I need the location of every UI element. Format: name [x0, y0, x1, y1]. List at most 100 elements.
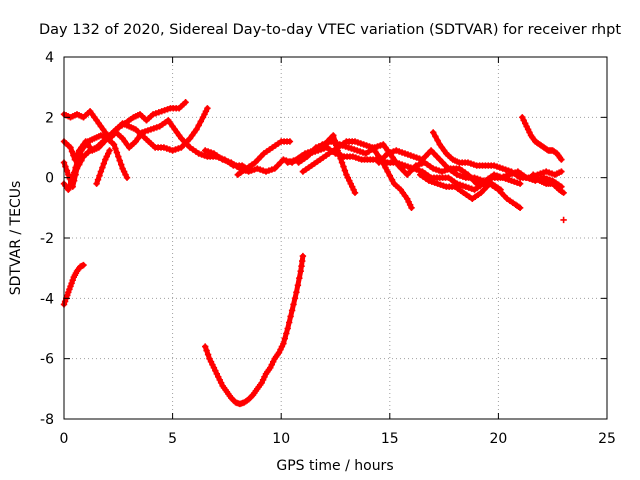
data-point [96, 172, 103, 179]
x-tick-label: 5 [168, 431, 177, 447]
data-point [73, 159, 81, 166]
x-tick-label: 25 [598, 431, 616, 447]
data-point [369, 144, 376, 151]
series-arc6 [60, 261, 87, 308]
data-point [99, 164, 106, 171]
data-point [386, 172, 393, 179]
data-point [110, 141, 118, 148]
data-point [118, 161, 125, 168]
x-tick-label: 20 [489, 431, 507, 447]
data-point [80, 261, 87, 269]
y-tick-label: -4 [40, 291, 54, 307]
data-point [560, 189, 567, 196]
data-point [65, 186, 72, 193]
data-point [93, 180, 100, 187]
ticks: 0 5 10 15 20 25 -8 -6 -4 -2 0 2 4 [40, 50, 616, 447]
data-point [340, 163, 347, 170]
series-arc16 [519, 114, 565, 163]
data-point [375, 152, 382, 159]
data-point [204, 351, 212, 358]
data-point [69, 277, 76, 284]
x-tick-label: 15 [381, 431, 399, 447]
data-point [69, 174, 76, 181]
data-point [72, 164, 79, 171]
data-point [290, 301, 297, 308]
data-point [351, 189, 359, 196]
data-point [67, 283, 74, 290]
data-point [202, 343, 209, 350]
data-point [65, 289, 72, 296]
data-point [341, 167, 349, 174]
data-point [389, 154, 396, 161]
data-point [66, 182, 73, 189]
series-arc5 [93, 147, 113, 187]
data-point [388, 176, 396, 183]
data-point [299, 252, 307, 260]
series-arc7 [202, 252, 307, 408]
data-point [66, 286, 73, 293]
data-point [68, 280, 75, 287]
data-point [337, 155, 344, 162]
data-point [331, 137, 338, 144]
data-point [106, 147, 113, 154]
data-point [63, 167, 71, 174]
y-tick-label: -2 [40, 231, 54, 247]
series-arc11 [295, 132, 359, 196]
x-tick-label: 0 [60, 431, 69, 447]
data-point [558, 156, 565, 163]
data-point [283, 330, 290, 337]
data-point [75, 155, 82, 162]
data-point [97, 168, 105, 175]
series-arc14 [430, 129, 565, 181]
data-point [281, 335, 288, 342]
data-point [516, 180, 524, 187]
data-point [197, 118, 204, 125]
data-point [286, 138, 294, 145]
data-point [293, 289, 300, 296]
y-tick-label: 0 [45, 171, 54, 187]
data-point [288, 307, 296, 314]
data-point [62, 163, 69, 170]
series-arc18 [560, 216, 567, 224]
data-point [113, 149, 121, 156]
data-point [195, 122, 202, 129]
data-point [70, 169, 78, 176]
series-arc15 [417, 171, 524, 211]
data-point [392, 158, 399, 165]
data-point [296, 275, 303, 282]
data-point [291, 295, 299, 302]
data-point [286, 319, 293, 326]
data-point [67, 144, 74, 151]
data-point [372, 148, 379, 155]
data-point [61, 298, 69, 305]
chart-title: Day 132 of 2020, Sidereal Day-to-day VTE… [39, 22, 621, 38]
y-tick-label: 4 [45, 50, 54, 66]
data-point [64, 292, 71, 299]
data-point [382, 164, 389, 171]
data-points [60, 99, 567, 408]
y-tick-label: -6 [40, 352, 54, 368]
data-point [76, 151, 84, 158]
data-point [330, 132, 337, 139]
data-point [558, 168, 565, 175]
y-tick-label: -8 [40, 412, 54, 428]
data-point [203, 347, 210, 354]
series-arc17 [530, 171, 567, 196]
data-point [193, 126, 200, 133]
grid [64, 57, 607, 419]
data-point [100, 160, 107, 167]
x-tick-label: 10 [272, 431, 290, 447]
plot-frame [63, 56, 608, 420]
data-point [284, 325, 291, 332]
data-point [94, 176, 102, 183]
data-point [408, 204, 415, 211]
data-point [434, 137, 441, 144]
data-point [115, 153, 122, 160]
data-point [287, 313, 294, 320]
data-point [65, 171, 72, 178]
data-point [560, 216, 567, 224]
y-axis-label: SDTVAR / TECUs [8, 181, 24, 296]
data-point [516, 204, 524, 211]
series-arc9 [234, 138, 294, 178]
